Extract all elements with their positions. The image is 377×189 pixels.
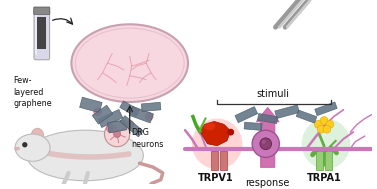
FancyBboxPatch shape xyxy=(120,101,139,117)
FancyBboxPatch shape xyxy=(34,10,49,60)
Bar xyxy=(325,151,332,170)
Circle shape xyxy=(104,122,130,147)
FancyBboxPatch shape xyxy=(235,107,257,123)
Text: DRG
neurons: DRG neurons xyxy=(132,128,164,149)
Circle shape xyxy=(109,127,112,130)
Text: Few-
layered
graphene: Few- layered graphene xyxy=(13,76,52,108)
FancyBboxPatch shape xyxy=(129,106,153,123)
FancyBboxPatch shape xyxy=(98,109,123,128)
FancyBboxPatch shape xyxy=(92,105,113,124)
Ellipse shape xyxy=(15,147,20,150)
Circle shape xyxy=(114,131,121,137)
Text: TRPA1: TRPA1 xyxy=(307,173,342,183)
Circle shape xyxy=(252,130,279,157)
Ellipse shape xyxy=(15,134,50,161)
Circle shape xyxy=(106,124,114,132)
Circle shape xyxy=(323,125,331,133)
FancyArrowPatch shape xyxy=(313,151,317,155)
FancyBboxPatch shape xyxy=(244,122,262,130)
FancyBboxPatch shape xyxy=(296,110,317,123)
Bar xyxy=(316,151,323,170)
Circle shape xyxy=(262,140,266,144)
FancyBboxPatch shape xyxy=(315,102,337,116)
Circle shape xyxy=(314,120,322,128)
Circle shape xyxy=(227,129,234,136)
Circle shape xyxy=(126,120,133,128)
Circle shape xyxy=(317,125,325,133)
FancyBboxPatch shape xyxy=(34,7,50,14)
Circle shape xyxy=(260,138,271,150)
FancyBboxPatch shape xyxy=(120,116,143,137)
Text: TRPV1: TRPV1 xyxy=(198,173,233,183)
FancyBboxPatch shape xyxy=(275,105,299,119)
Bar xyxy=(37,18,46,49)
Ellipse shape xyxy=(27,130,143,181)
FancyBboxPatch shape xyxy=(257,113,278,124)
Circle shape xyxy=(145,113,153,120)
Ellipse shape xyxy=(204,122,215,130)
Text: stimuli: stimuli xyxy=(256,89,289,99)
Circle shape xyxy=(148,115,150,118)
Circle shape xyxy=(96,110,99,113)
Circle shape xyxy=(94,108,101,116)
Bar xyxy=(211,151,218,170)
FancyBboxPatch shape xyxy=(107,120,127,133)
Circle shape xyxy=(326,120,334,128)
Circle shape xyxy=(23,143,27,147)
Circle shape xyxy=(128,123,131,126)
Polygon shape xyxy=(200,122,231,146)
FancyArrowPatch shape xyxy=(257,108,279,167)
Ellipse shape xyxy=(302,119,350,169)
Text: response: response xyxy=(245,178,290,188)
FancyArrowPatch shape xyxy=(331,148,337,153)
Ellipse shape xyxy=(31,128,44,144)
Bar xyxy=(220,151,227,170)
FancyBboxPatch shape xyxy=(141,102,161,112)
FancyArrowPatch shape xyxy=(37,151,129,157)
Ellipse shape xyxy=(71,24,188,102)
Ellipse shape xyxy=(192,119,242,169)
Circle shape xyxy=(320,117,328,124)
FancyBboxPatch shape xyxy=(80,97,102,113)
